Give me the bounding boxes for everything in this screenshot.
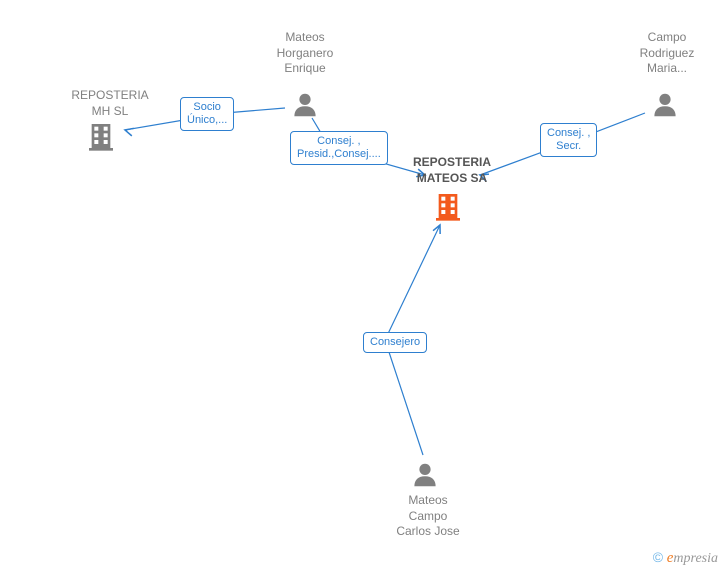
person-icon-mateos_horganero[interactable] — [290, 90, 320, 125]
footer: © empresia — [653, 549, 718, 567]
edge-label-e4[interactable]: Consejero — [363, 332, 427, 353]
node-label-campo_rodriguez[interactable]: Campo Rodriguez Maria... — [622, 30, 712, 77]
node-label-reposteria_mateos[interactable]: REPOSTERIA MATEOS SA — [392, 155, 512, 186]
person-icon-mateos_campo[interactable] — [410, 460, 440, 495]
person-icon-campo_rodriguez[interactable] — [650, 90, 680, 125]
edges-layer — [0, 0, 728, 575]
node-label-mateos_horganero[interactable]: Mateos Horganero Enrique — [260, 30, 350, 77]
node-label-mateos_campo[interactable]: Mateos Campo Carlos Jose — [378, 493, 478, 540]
building-icon-reposteria_mh_sl[interactable] — [85, 120, 117, 157]
edge-label-e3[interactable]: Consej. , Secr. — [540, 123, 597, 157]
brand-rest: mpresia — [673, 551, 718, 566]
edge-label-e1[interactable]: Socio Único,... — [180, 97, 234, 131]
edge-label-e2[interactable]: Consej. , Presid.,Consej.... — [290, 131, 388, 165]
building-icon-reposteria_mateos[interactable] — [432, 190, 464, 227]
node-label-reposteria_mh_sl[interactable]: REPOSTERIA MH SL — [65, 88, 155, 119]
copyright-symbol: © — [653, 549, 663, 565]
